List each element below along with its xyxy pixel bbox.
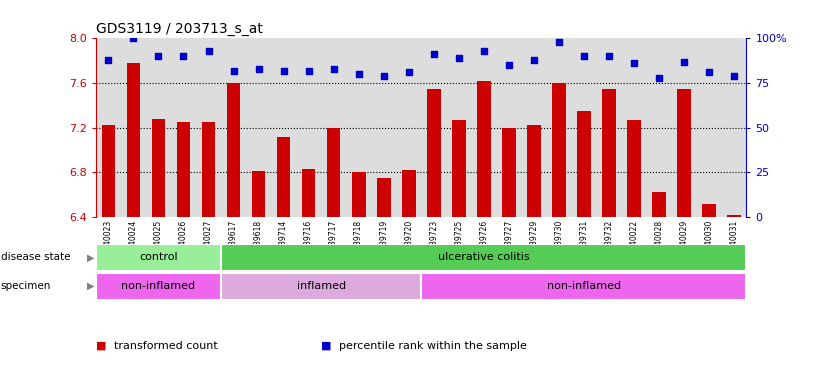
Bar	[96, 244, 221, 271]
Point	[602, 53, 615, 59]
Point	[452, 55, 465, 61]
Bar	[177, 122, 190, 217]
Point	[377, 73, 390, 79]
Bar	[527, 126, 540, 217]
Bar	[377, 178, 390, 217]
Point	[202, 48, 215, 54]
Bar	[602, 89, 615, 217]
Text: control: control	[139, 252, 178, 262]
Bar	[652, 192, 666, 217]
Point	[552, 39, 565, 45]
Bar	[477, 81, 490, 217]
Bar	[277, 137, 290, 217]
Bar	[96, 273, 221, 300]
Point	[727, 73, 741, 79]
Point	[152, 53, 165, 59]
Bar	[452, 120, 465, 217]
Point	[352, 71, 365, 77]
Text: ulcerative colitis: ulcerative colitis	[438, 252, 530, 262]
Point	[427, 51, 440, 58]
Point	[702, 69, 716, 75]
Point	[327, 66, 340, 72]
Bar	[152, 119, 165, 217]
Text: ▶: ▶	[87, 281, 94, 291]
Bar	[427, 89, 440, 217]
Bar	[702, 204, 716, 217]
Bar	[677, 89, 691, 217]
Point	[527, 57, 540, 63]
Text: non-inflamed: non-inflamed	[547, 281, 620, 291]
Bar	[502, 127, 515, 217]
Bar	[352, 172, 365, 217]
Point	[127, 35, 140, 41]
Point	[252, 66, 265, 72]
Bar	[102, 126, 115, 217]
Point	[627, 60, 641, 66]
Point	[652, 74, 666, 81]
Text: ■: ■	[96, 341, 107, 351]
Point	[477, 48, 490, 54]
Point	[102, 57, 115, 63]
Point	[677, 58, 691, 65]
Point	[277, 68, 290, 74]
Bar	[402, 170, 415, 217]
Bar	[221, 273, 421, 300]
Text: disease state: disease state	[1, 252, 70, 262]
Text: specimen: specimen	[1, 281, 51, 291]
Text: GDS3119 / 203713_s_at: GDS3119 / 203713_s_at	[96, 22, 263, 36]
Bar	[552, 83, 565, 217]
Text: ■: ■	[321, 341, 332, 351]
Point	[577, 53, 590, 59]
Bar	[221, 244, 746, 271]
Bar	[302, 169, 315, 217]
Text: percentile rank within the sample: percentile rank within the sample	[339, 341, 527, 351]
Point	[227, 68, 240, 74]
Text: transformed count: transformed count	[114, 341, 218, 351]
Bar	[202, 122, 215, 217]
Bar	[577, 111, 590, 217]
Bar	[327, 127, 340, 217]
Point	[177, 53, 190, 59]
Text: ▶: ▶	[87, 252, 94, 262]
Point	[302, 68, 315, 74]
Point	[402, 69, 415, 75]
Text: inflamed: inflamed	[297, 281, 345, 291]
Bar	[627, 120, 641, 217]
Text: non-inflamed: non-inflamed	[122, 281, 195, 291]
Bar	[252, 171, 265, 217]
Bar	[727, 215, 741, 217]
Bar	[127, 63, 140, 217]
Point	[502, 62, 515, 68]
Bar	[421, 273, 746, 300]
Bar	[227, 83, 240, 217]
